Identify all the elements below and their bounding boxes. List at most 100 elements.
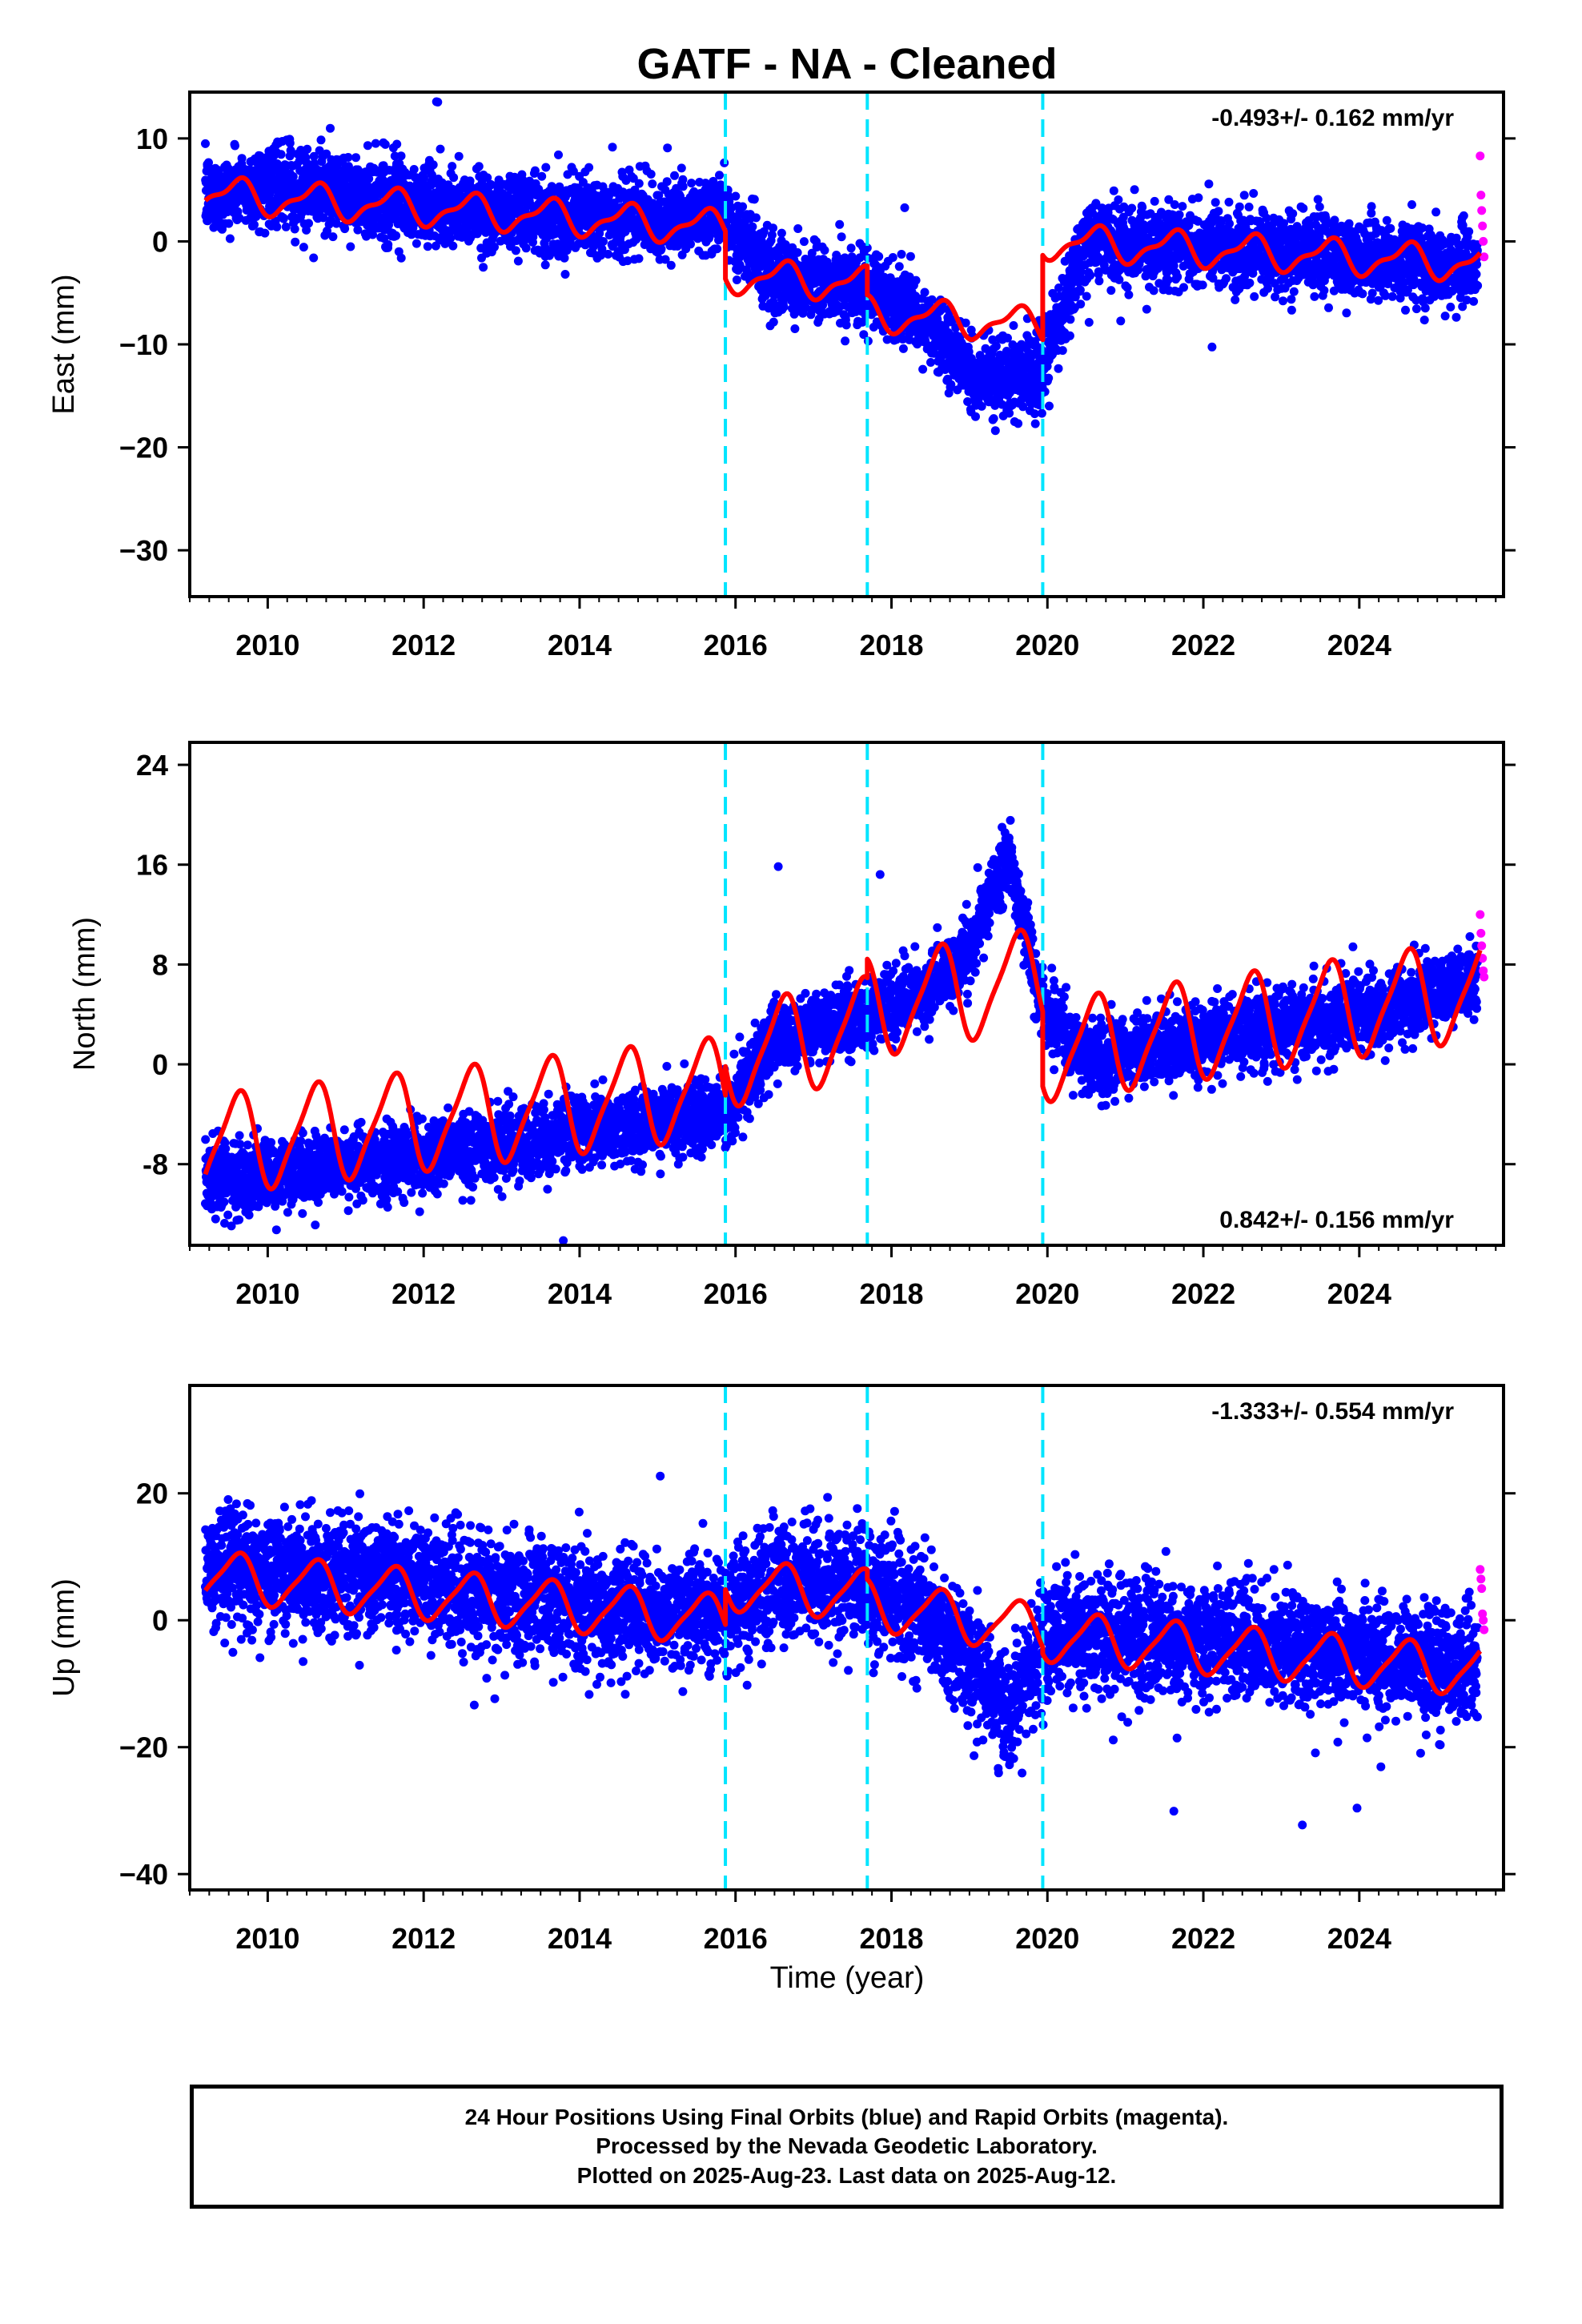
final-orbit-point xyxy=(1127,203,1137,213)
final-orbit-point xyxy=(678,182,688,191)
final-orbit-point xyxy=(371,139,380,148)
final-orbit-point xyxy=(340,224,350,234)
final-orbit-point xyxy=(900,203,909,212)
final-orbit-point xyxy=(1194,193,1203,203)
final-orbit-point xyxy=(513,256,523,266)
final-orbit-point xyxy=(918,364,928,374)
final-orbit-point xyxy=(846,243,856,253)
final-orbit-point xyxy=(1225,219,1234,228)
final-orbit-point xyxy=(390,151,400,161)
final-orbit-point xyxy=(751,213,761,223)
final-orbit-point xyxy=(991,341,1001,351)
final-orbit-point xyxy=(309,151,319,161)
final-orbit-point xyxy=(1124,290,1134,300)
final-orbit-point xyxy=(540,260,550,270)
final-orbit-point xyxy=(1150,196,1159,206)
final-orbit-point xyxy=(1244,203,1254,211)
final-orbit-point xyxy=(286,146,295,155)
final-orbit-point xyxy=(364,174,374,183)
plot-data-layer xyxy=(201,92,1489,597)
final-orbit-point xyxy=(977,401,986,411)
final-orbit-point xyxy=(990,426,1000,436)
final-orbit-point xyxy=(281,222,291,231)
final-orbit-point xyxy=(285,139,295,148)
final-orbit-point xyxy=(391,231,401,240)
final-orbit-point xyxy=(225,234,235,243)
final-orbit-point xyxy=(346,242,355,251)
final-orbit-point xyxy=(1130,185,1139,195)
final-orbit-point xyxy=(1163,275,1173,285)
final-orbit-point xyxy=(436,144,445,154)
final-orbit-point xyxy=(920,287,930,297)
final-orbit-point xyxy=(1045,401,1054,411)
final-orbit-point xyxy=(302,225,311,235)
final-orbit-point xyxy=(319,213,328,223)
final-orbit-point xyxy=(790,324,800,333)
final-orbit-point xyxy=(474,162,484,171)
final-orbit-point xyxy=(1009,321,1018,330)
final-orbit-point xyxy=(1249,189,1259,198)
final-orbit-point xyxy=(1082,292,1091,301)
final-orbit-point xyxy=(250,220,259,230)
final-orbit-point xyxy=(379,234,389,243)
final-orbit-point xyxy=(686,239,695,249)
final-orbit-point xyxy=(423,242,432,251)
final-orbit-point xyxy=(738,202,748,211)
final-orbit-point xyxy=(1224,197,1234,207)
final-orbit-point xyxy=(299,243,308,252)
final-orbit-point xyxy=(666,260,676,270)
final-orbit-point xyxy=(926,358,935,367)
final-orbit-point xyxy=(420,173,428,183)
final-orbit-point xyxy=(1084,318,1094,327)
final-orbit-point xyxy=(231,141,239,151)
final-orbit-point xyxy=(433,98,443,107)
final-orbit-point xyxy=(560,270,570,279)
final-orbit-point xyxy=(1030,419,1040,428)
final-orbit-point xyxy=(874,251,884,261)
final-orbit-point xyxy=(331,219,341,228)
final-orbit-point xyxy=(1142,304,1151,314)
final-orbit-point xyxy=(677,163,686,173)
final-orbit-point xyxy=(323,226,331,235)
final-orbit-point xyxy=(1170,200,1179,209)
final-orbit-point xyxy=(224,219,234,228)
final-orbit-point xyxy=(1198,280,1207,290)
final-orbit-point xyxy=(648,179,657,189)
final-orbit-point xyxy=(521,243,531,253)
final-orbit-point xyxy=(1245,278,1255,287)
final-orbit-point xyxy=(446,233,456,243)
final-orbit-point xyxy=(749,195,759,204)
final-orbit-point xyxy=(1037,408,1046,418)
final-orbit-point xyxy=(837,232,846,242)
final-orbit-point xyxy=(1178,202,1187,211)
final-orbit-point xyxy=(409,165,419,174)
final-orbit-point xyxy=(841,336,850,346)
final-orbit-point xyxy=(537,171,547,181)
final-orbit-point xyxy=(779,302,789,312)
final-orbit-point xyxy=(383,239,393,249)
final-orbit-point xyxy=(897,250,906,259)
final-orbit-point xyxy=(380,139,390,149)
final-orbit-point xyxy=(732,275,741,284)
final-orbit-point xyxy=(604,249,613,259)
final-orbit-point xyxy=(407,230,416,239)
final-orbit-point xyxy=(1109,186,1118,195)
final-orbit-point xyxy=(888,253,897,262)
final-orbit-point xyxy=(1138,203,1147,212)
final-orbit-point xyxy=(541,163,551,172)
final-orbit-point xyxy=(777,228,786,238)
final-orbit-point xyxy=(260,228,270,238)
final-orbit-point xyxy=(1076,300,1086,309)
final-orbit-point xyxy=(560,253,569,263)
final-orbit-point xyxy=(1179,283,1188,292)
final-orbit-point xyxy=(288,172,298,181)
final-orbit-point xyxy=(304,219,313,228)
final-orbit-point xyxy=(1204,179,1214,189)
final-orbit-point xyxy=(201,139,210,148)
final-orbit-point xyxy=(465,176,475,186)
final-orbit-point xyxy=(303,144,312,154)
final-orbit-point xyxy=(530,166,540,175)
final-orbit-point xyxy=(351,153,360,163)
final-orbit-point xyxy=(1086,271,1095,280)
final-orbit-point xyxy=(1174,210,1184,219)
